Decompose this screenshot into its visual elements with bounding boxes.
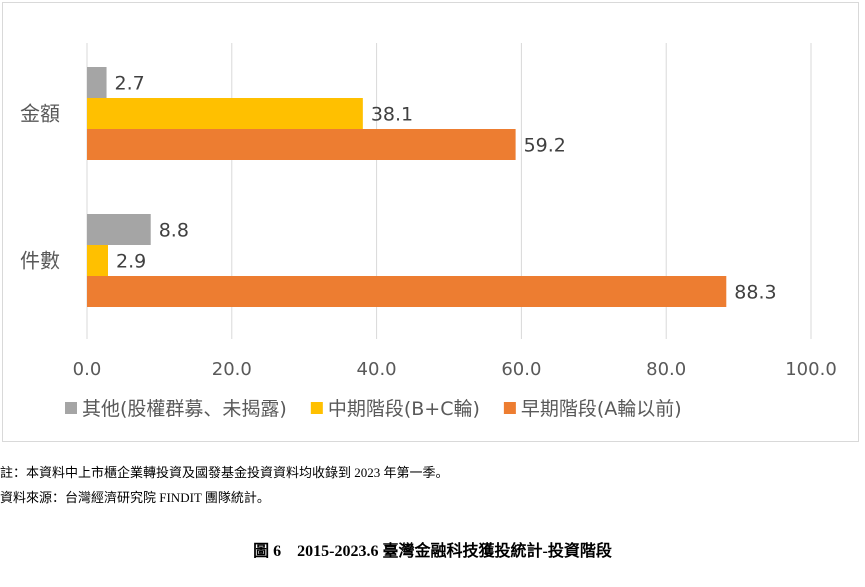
source-text: 資料來源：台灣經濟研究院 FINDIT 團隊統計。 (0, 490, 270, 505)
data-label: 38.1 (371, 104, 413, 126)
chart-frame: 0.0 20.0 40.0 60.0 80.0 100.0 金額件數 2.7 8.8 38.1 2.… (2, 2, 859, 442)
legend-swatch (310, 402, 323, 414)
data-label: 8.8 (159, 220, 189, 242)
x-tick-label: 80.0 (646, 359, 686, 380)
x-tick-label: 60.0 (501, 359, 541, 380)
legend-swatch (503, 402, 516, 414)
legend-label: 早期階段(A輪以前) (521, 398, 682, 420)
data-label: 88.3 (734, 282, 776, 304)
bar (87, 245, 108, 276)
note-text: 註：本資料中上市櫃企業轉投資及國發基金投資資料均收錄到 2023 年第一季。 (0, 465, 449, 480)
bar (87, 214, 151, 245)
data-label: 2.7 (115, 73, 145, 95)
bar (87, 98, 363, 129)
bar (87, 276, 727, 307)
category-label: 件數 (20, 249, 60, 273)
bar (87, 67, 107, 98)
x-tick-label: 100.0 (785, 359, 837, 380)
x-tick-label: 40.0 (357, 359, 397, 380)
legend-label: 中期階段(B+C輪) (328, 398, 480, 420)
data-label: 59.2 (524, 135, 566, 157)
data-label: 2.9 (116, 251, 146, 273)
x-tick-label: 20.0 (212, 359, 252, 380)
category-label: 金額 (20, 102, 60, 126)
x-tick-label: 0.0 (73, 359, 102, 380)
legend-swatch (65, 402, 77, 414)
legend-label: 其他(股權群募、未揭露) (82, 398, 287, 420)
figure-caption: 圖 6 2015-2023.6 臺灣金融科技獲投統計-投資階段 (253, 543, 612, 560)
bar (87, 129, 516, 160)
